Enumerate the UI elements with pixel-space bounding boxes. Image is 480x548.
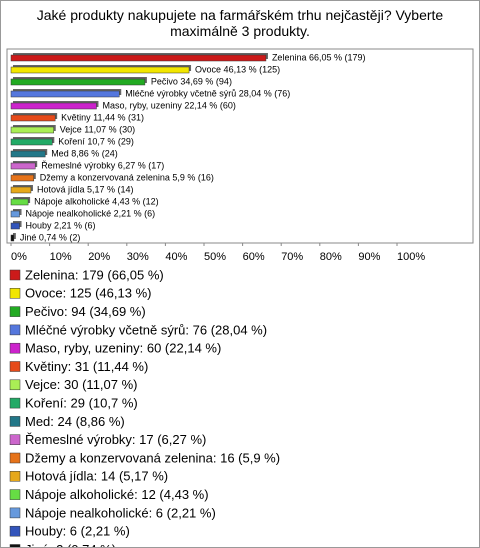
legend-swatch [9,342,21,354]
bar [10,234,15,242]
legend-label: Pečivo: 94 (34,69 %) [25,304,146,319]
bar-label: Mléčné výrobky včetně sýrů 28,04 % (76) [125,88,290,98]
bar [10,66,190,74]
bar [10,54,267,62]
legend-swatch [9,361,21,372]
x-tick-label: 60% [243,251,265,263]
bar-label: Koření 10,7 % (29) [58,136,134,146]
legend-label: Med: 24 (8,86 %) [25,414,125,429]
bar [10,174,35,182]
bar-label: Nápoje alkoholické 4,43 % (12) [34,196,159,206]
bar-label: Vejce 11,07 % (30) [60,124,135,134]
bar-label: Houby 2,21 % (6) [26,220,96,230]
legend-label: Řemeslné výrobky: 17 (6,27 %) [25,432,206,447]
legend-swatch [9,544,21,547]
legend-label: Maso, ryby, uzeniny: 60 (22,14 %) [25,341,221,356]
bar-label: Med 8,86 % (24) [51,148,118,158]
bar [10,186,32,194]
plot-frame [6,48,474,244]
legend-swatch [9,434,21,445]
bar-label: Zelenina 66,05 % (179) [272,52,366,62]
x-tick-label: 40% [165,251,187,263]
x-tick-label: 30% [127,251,149,263]
bar [10,210,20,218]
x-tick-label: 100% [397,251,425,263]
legend-label: Mléčné výrobky včetně sýrů: 76 (28,04 %) [25,322,267,337]
bar [10,102,97,110]
legend-label: Džemy a konzervovaná zelenina: 16 (5,9 %… [25,450,280,465]
legend-swatch [9,397,21,409]
legend-swatch [9,269,21,281]
bar-label: Jiné 0,74 % (2) [20,232,81,242]
legend-swatch [9,288,21,299]
bar-shadow [13,233,16,239]
x-tick-label: 10% [50,251,72,263]
legend-label: Hotová jídla: 14 (5,17 %) [25,469,168,484]
legend-label: Ovoce: 125 (46,13 %) [25,286,151,301]
legend-label: Nápoje nealkoholické: 6 (2,21 %) [25,505,216,520]
x-tick-label: 20% [88,251,110,263]
legend-swatch [9,416,21,427]
legend-swatch [9,489,21,500]
chart-title: Jaké produkty nakupujete na farmářském t… [36,7,444,39]
bar-label: Džemy a konzervovaná zelenina 5,9 % (16) [40,172,214,182]
x-tick-label: 90% [358,251,380,263]
bar [10,126,54,134]
x-tick-label: 50% [204,251,226,263]
bar-label: Řemeslné výrobky 6,27 % (17) [41,160,164,170]
bar [10,162,36,170]
bar [10,222,20,230]
bar [10,198,29,206]
bar-label: Ovoce 46,13 % (125) [195,64,280,74]
legend-label: Nápoje alkoholické: 12 (4,43 %) [25,487,209,502]
bar-label: Nápoje nealkoholické 2,21 % (6) [26,208,156,218]
legend-swatch [9,324,21,336]
x-tick-label: 0% [11,251,27,263]
legend-swatch [9,452,21,464]
legend-swatch [9,379,21,391]
bar-label: Květiny 11,44 % (31) [61,112,144,122]
legend-swatch [9,525,21,537]
bar [10,114,56,122]
bar [10,150,46,158]
legend-swatch [9,471,21,482]
legend-label: Zelenina: 179 (66,05 %) [25,267,164,282]
legend-label: Vejce: 30 (11,07 %) [25,377,138,392]
bar-label: Maso, ryby, uzeniny 22,14 % (60) [102,100,235,110]
bar [10,90,120,98]
bar [10,138,53,146]
bar [10,78,146,86]
legend-swatch [9,306,21,317]
bar-label: Hotová jídla 5,17 % (14) [37,184,134,194]
legend-label: Koření: 29 (10,7 %) [25,396,138,411]
x-tick-label: 80% [320,251,342,263]
bar-label: Pečivo 34,69 % (94) [151,76,232,86]
legend-label: Houby: 6 (2,21 %) [25,524,130,539]
legend-swatch [9,507,21,519]
legend-label: Jiné: 2 (0,74 %) [25,542,116,547]
legend-label: Květiny: 31 (11,44 %) [25,359,148,374]
x-tick-label: 70% [281,251,303,263]
